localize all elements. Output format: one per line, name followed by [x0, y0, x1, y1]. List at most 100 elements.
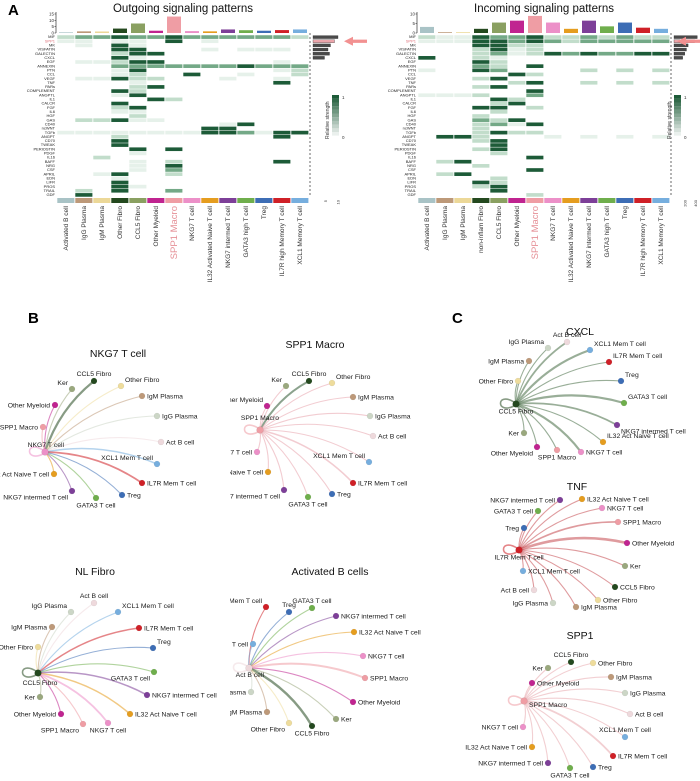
heatmap-cell	[237, 130, 255, 135]
cell-node-dot	[349, 698, 357, 706]
heatmap-cell	[526, 89, 544, 93]
heatmap-cell	[472, 85, 490, 89]
cell-node-label: Ker	[24, 695, 35, 702]
cell-node-label: Other Myeloid	[632, 541, 675, 548]
legend-gradient-step	[332, 113, 339, 118]
heatmap-cell	[219, 35, 237, 39]
column-label: Other Myeloid	[514, 206, 521, 247]
legend-gradient-step	[674, 98, 681, 103]
heatmap-cell	[562, 35, 580, 39]
cell-node-dot	[563, 338, 571, 346]
legend-min-label: 0	[342, 135, 345, 140]
heatmap-cell	[129, 64, 147, 68]
edge	[37, 627, 140, 674]
edge	[248, 667, 354, 703]
column-contribution-bar	[293, 29, 307, 33]
pathway-row-label: CXCL	[405, 55, 416, 60]
cell-node-dot	[328, 490, 336, 498]
heatmap-cell	[129, 159, 147, 164]
pathway-row-label: PTN	[408, 67, 416, 72]
cell-node-label: NKG7 intermed T cell	[152, 693, 217, 700]
heatmap-cell	[183, 72, 201, 77]
column-contribution-bar	[221, 29, 235, 33]
heatmap-cell	[508, 35, 526, 39]
heatmap-cell	[75, 43, 93, 48]
heatmap-cell	[616, 80, 634, 85]
cell-node-dot	[150, 668, 158, 676]
heatmap-cell	[129, 147, 147, 152]
heatmap-cell	[111, 176, 129, 181]
heatmap-cell	[111, 76, 129, 81]
edge	[37, 602, 95, 674]
cell-node-dot	[544, 759, 552, 767]
heatmap-cell	[472, 105, 490, 110]
pathway-row-label: GALECTIN	[35, 51, 55, 56]
pathway-row-label: TRAIL	[405, 188, 417, 193]
heatmap-cell	[93, 130, 111, 135]
cell-node-label: XCL1 Mem T cell	[101, 455, 153, 462]
hub-node-label: CCL5 Fibro	[23, 680, 58, 687]
column-label: Activated B cell	[424, 205, 431, 250]
heatmap-cell	[111, 39, 129, 44]
cell-node-dot	[589, 763, 597, 771]
cell-node-dot	[544, 344, 552, 352]
column-label: Treg	[261, 206, 268, 220]
heatmap-cell	[237, 122, 255, 127]
pathway-strength-bar	[312, 56, 325, 60]
heatmap-cell	[93, 155, 111, 160]
column-contribution-bar	[167, 16, 181, 33]
heatmap-cell	[93, 35, 111, 39]
hub-node-dot	[256, 426, 264, 434]
legend-gradient-step	[674, 128, 681, 133]
heatmap-cell	[165, 164, 183, 168]
edge	[44, 404, 56, 453]
cell-node-label: Act B cell	[80, 593, 109, 600]
edge	[515, 347, 549, 405]
pathway-strength-bar	[673, 43, 689, 48]
cell-node-dot	[68, 385, 76, 393]
pathway-row-label: ncWNT	[403, 126, 417, 131]
heatmap-cell	[436, 35, 454, 39]
cell-node-dot	[39, 423, 47, 431]
cell-node-dot	[609, 752, 617, 760]
heatmap-cell	[57, 35, 75, 39]
pathway-row-label: SPP1	[45, 38, 56, 43]
legend-gradient-step	[332, 109, 339, 114]
edge	[44, 447, 158, 465]
cell-node-label: NKG7 T cell	[586, 450, 623, 457]
heatmap-cell	[129, 47, 147, 52]
cell-node-label: XCL1 Mem T cell	[230, 642, 248, 649]
heatmap-cell	[616, 39, 634, 44]
self-loop-edge	[28, 446, 44, 457]
cell-node-dot	[57, 710, 65, 718]
heatmap-cell	[508, 72, 526, 77]
cell-node-dot	[605, 358, 613, 366]
heatmap-cell	[147, 85, 165, 89]
edge	[518, 549, 554, 604]
cell-node-dot	[36, 693, 44, 701]
legend-gradient-step	[674, 117, 681, 121]
cell-node-label: IL32 Act Naive T cell	[465, 745, 527, 752]
heatmap-cell	[472, 147, 490, 152]
cell-node-label: IgG Plasma	[512, 601, 548, 608]
column-contribution-bar	[149, 30, 163, 33]
heatmap-cell	[580, 80, 598, 85]
heatmap-cell	[544, 134, 562, 139]
heatmap-cell	[111, 89, 129, 93]
heatmap-cell	[472, 164, 490, 168]
heatmap-title: Outgoing signaling patterns	[113, 3, 253, 15]
heatmap-cell	[129, 105, 147, 110]
edge	[248, 651, 364, 669]
heatmap-cell	[616, 51, 634, 56]
heatmap-cell	[472, 180, 490, 185]
pathway-row-label: PERIOSTIN	[394, 146, 416, 151]
column-label: IL7R high Memory T cell	[279, 205, 286, 276]
edge	[523, 700, 594, 768]
legend-gradient-step	[674, 113, 681, 118]
cell-node-label: NKG7 intermed T cell	[621, 429, 686, 436]
column-contribution-bar	[492, 22, 506, 33]
heatmap-cell	[418, 56, 436, 60]
heatmap-cell	[291, 130, 309, 135]
cell-node-dot	[359, 652, 367, 660]
topbar-axis-tick: 0	[412, 31, 415, 36]
